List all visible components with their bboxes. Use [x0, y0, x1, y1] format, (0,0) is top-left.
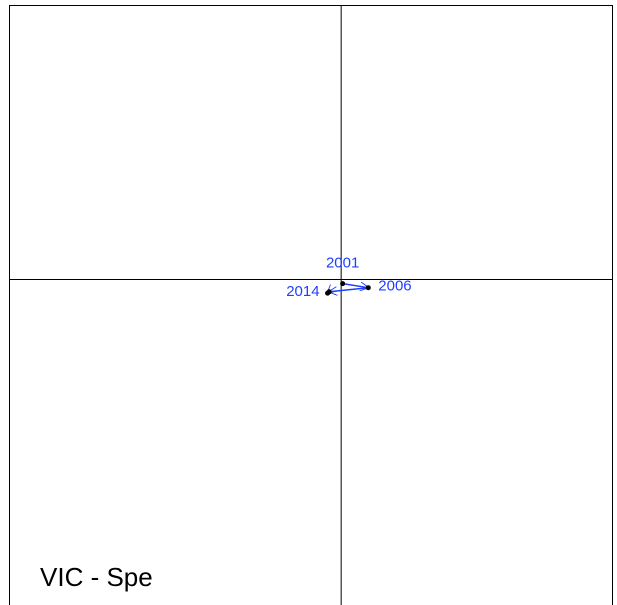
trajectory-arrow — [329, 288, 369, 292]
point-label: 2001 — [326, 255, 359, 272]
point-label: 2014 — [286, 283, 319, 300]
point — [325, 290, 331, 296]
point — [365, 285, 371, 291]
chart-title: VIC - Spe — [40, 562, 153, 592]
point — [340, 281, 346, 287]
point-label: 2006 — [378, 278, 411, 295]
trajectory-arrow — [342, 284, 369, 288]
plot-frame — [9, 5, 613, 605]
